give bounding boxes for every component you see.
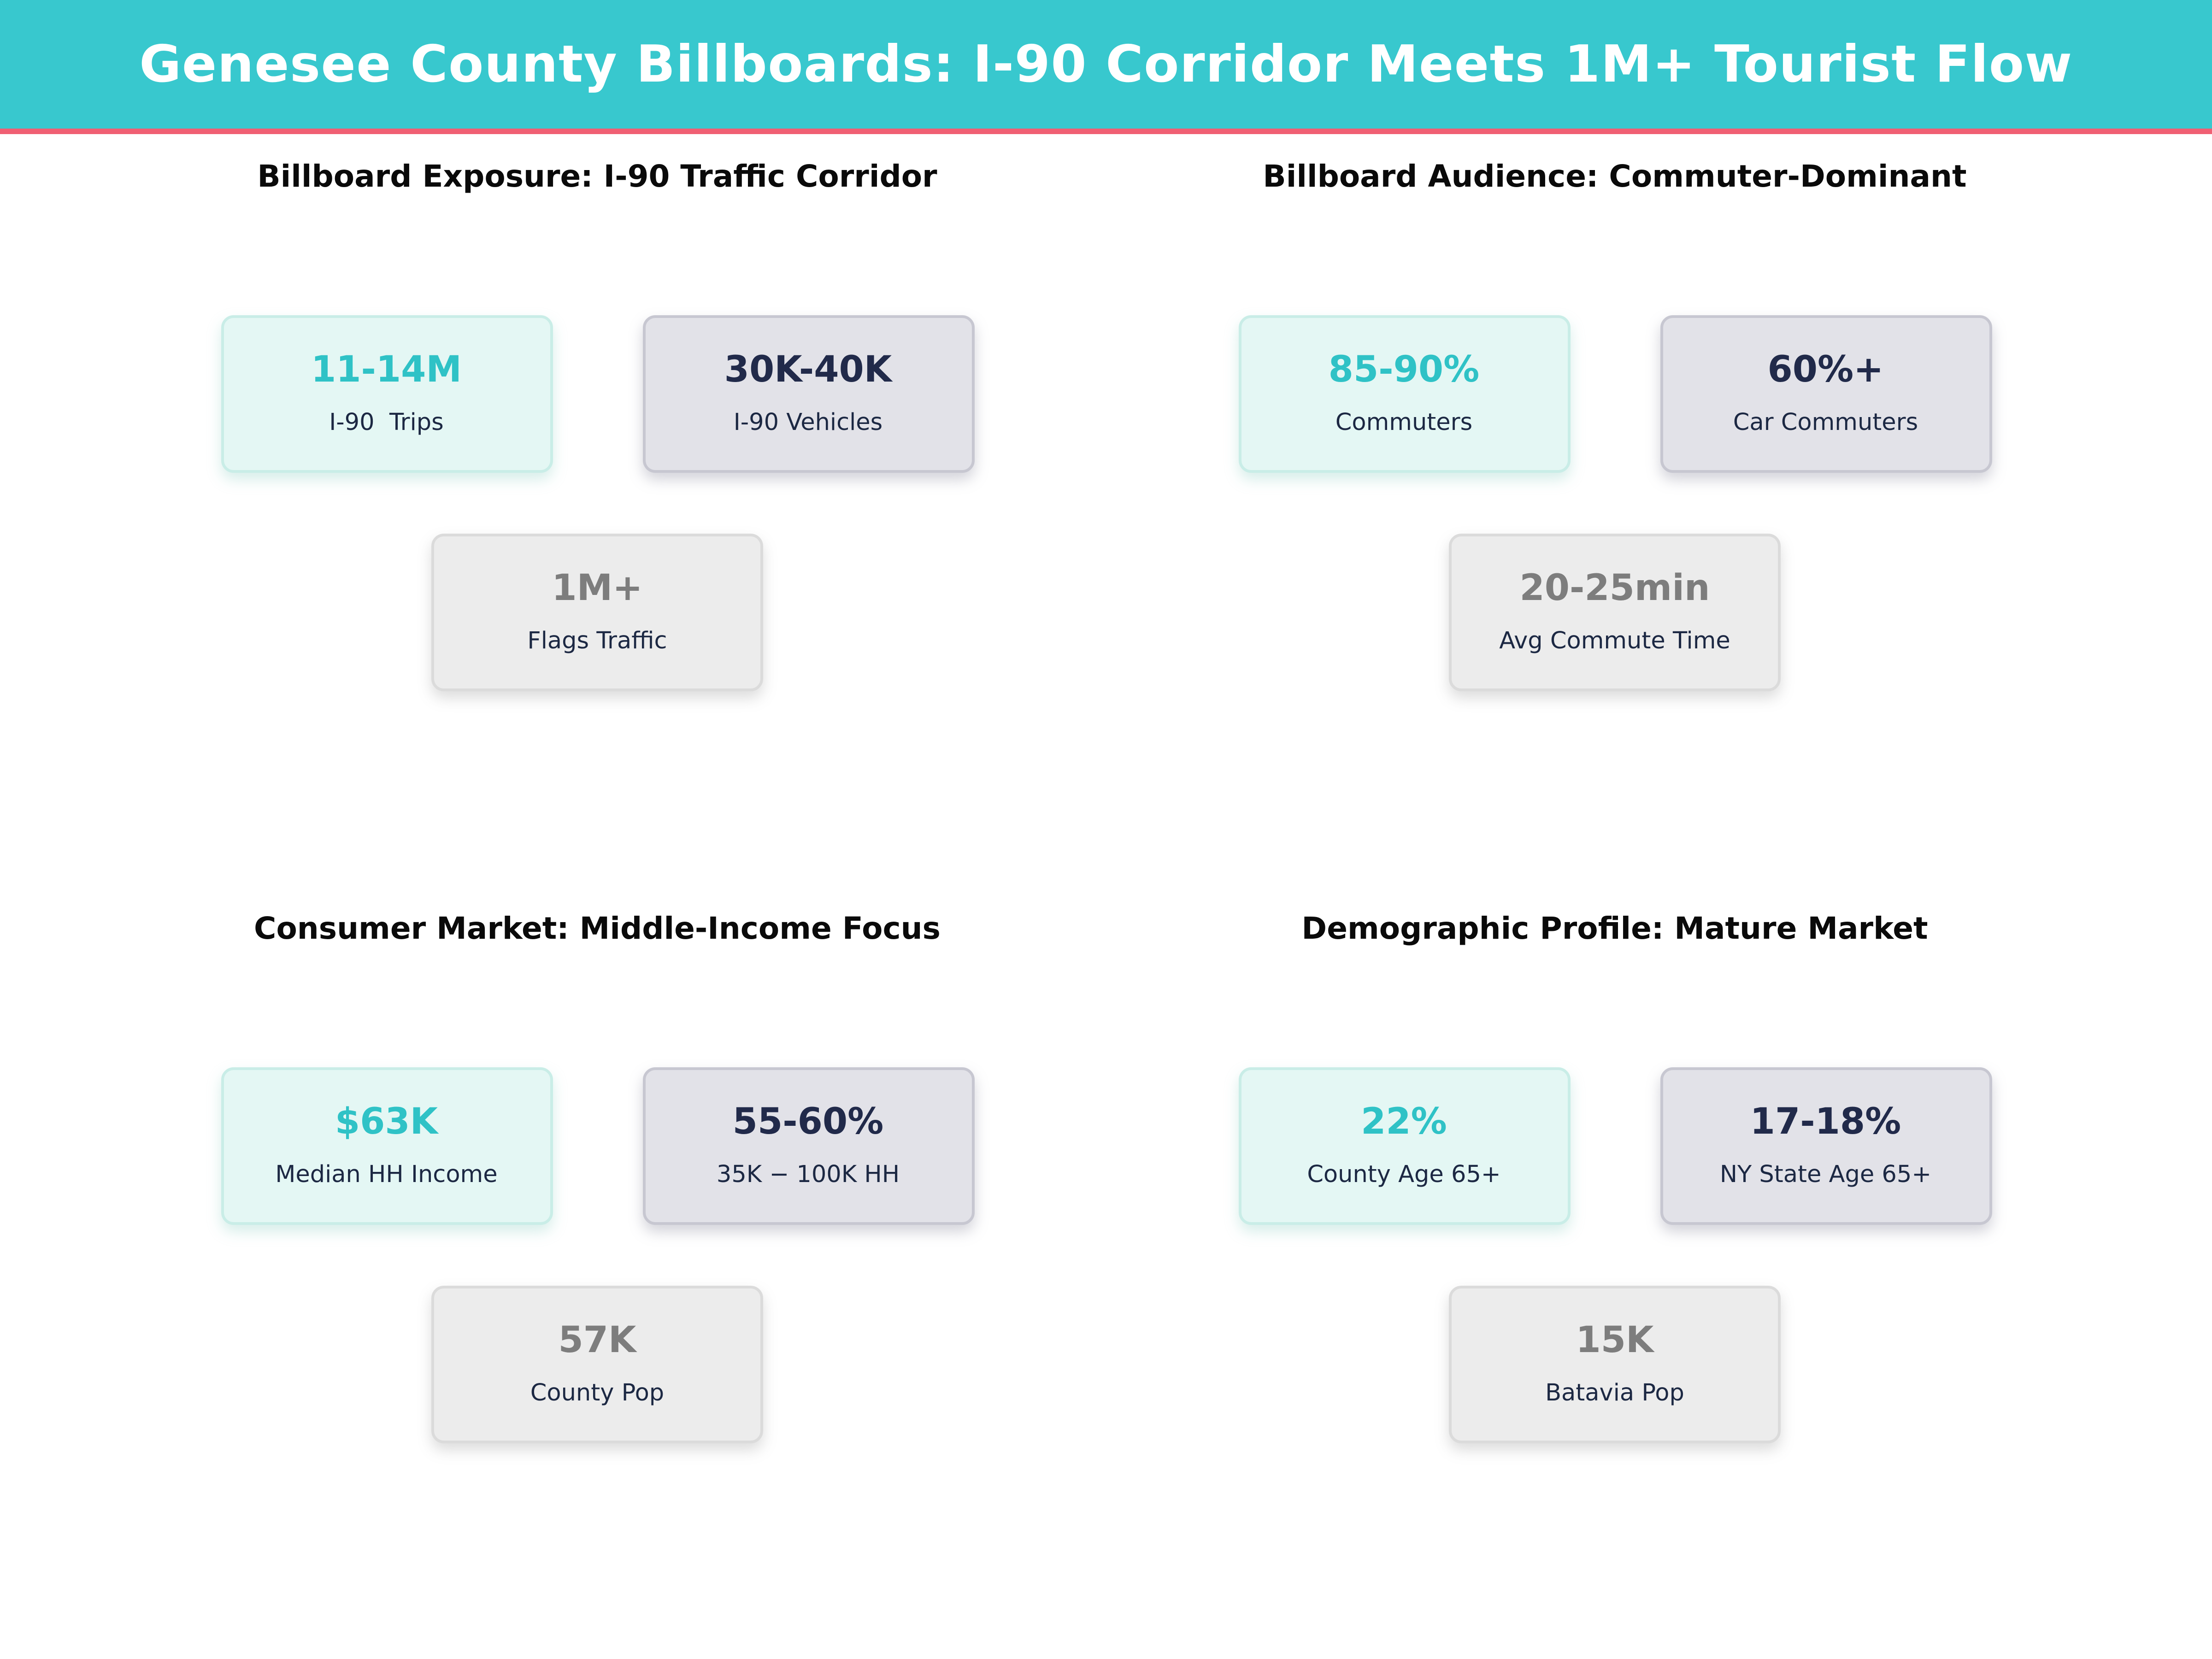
stat-value: 22% bbox=[1361, 1102, 1447, 1143]
stat-card: 11-14M I-90 Trips bbox=[220, 315, 553, 473]
stat-label: Avg Commute Time bbox=[1499, 628, 1730, 655]
stat-label: NY State Age 65+ bbox=[1719, 1161, 1932, 1189]
stat-card: 55-60% 35K − 100K HH bbox=[642, 1067, 974, 1225]
stat-label: I-90 Vehicles bbox=[733, 409, 883, 437]
stat-label: Batavia Pop bbox=[1545, 1380, 1684, 1407]
card-row: 11-14M I-90 Trips 30K-40K I-90 Vehicles bbox=[44, 315, 1150, 473]
card-row: 22% County Age 65+ 17-18% NY State Age 6… bbox=[1062, 1067, 2168, 1225]
stat-value: $63K bbox=[335, 1102, 438, 1143]
card-row: 1M+ Flags Traffic bbox=[44, 534, 1150, 691]
section-billboard-exposure: Billboard Exposure: I-90 Traffic Corrido… bbox=[44, 135, 1150, 882]
card-row: $63K Median HH Income 55-60% 35K − 100K … bbox=[44, 1067, 1150, 1225]
stat-card: $63K Median HH Income bbox=[220, 1067, 553, 1225]
stat-card: 60%+ Car Commuters bbox=[1659, 315, 1992, 473]
stat-label: County Pop bbox=[530, 1380, 665, 1407]
stat-card: 22% County Age 65+ bbox=[1238, 1067, 1570, 1225]
section-billboard-audience: Billboard Audience: Commuter-Dominant 85… bbox=[1062, 135, 2168, 882]
section-consumer-market: Consumer Market: Middle-Income Focus $63… bbox=[44, 888, 1150, 1634]
stat-value: 30K-40K bbox=[724, 350, 892, 391]
stat-label: Flags Traffic bbox=[527, 628, 667, 655]
stat-value: 11-14M bbox=[311, 350, 462, 391]
stat-label: I-90 Trips bbox=[329, 409, 444, 437]
section-title: Consumer Market: Middle-Income Focus bbox=[254, 912, 941, 947]
stat-label: Car Commuters bbox=[1733, 409, 1918, 437]
section-title: Billboard Exposure: I-90 Traffic Corrido… bbox=[257, 160, 937, 195]
section-title: Billboard Audience: Commuter-Dominant bbox=[1263, 160, 1967, 195]
header-banner: Genesee County Billboards: I-90 Corridor… bbox=[0, 0, 2212, 134]
stat-card: 30K-40K I-90 Vehicles bbox=[642, 315, 974, 473]
stat-card: 20-25min Avg Commute Time bbox=[1449, 534, 1781, 691]
stat-card: 85-90% Commuters bbox=[1238, 315, 1570, 473]
stat-value: 60%+ bbox=[1767, 350, 1884, 391]
stat-value: 85-90% bbox=[1328, 350, 1480, 391]
stat-label: 35K − 100K HH bbox=[716, 1161, 900, 1189]
stat-card: 15K Batavia Pop bbox=[1449, 1286, 1781, 1443]
stat-card: 57K County Pop bbox=[431, 1286, 763, 1443]
card-row: 57K County Pop bbox=[44, 1286, 1150, 1443]
stat-value: 20-25min bbox=[1519, 568, 1710, 610]
stat-value: 1M+ bbox=[552, 568, 643, 610]
card-row: 85-90% Commuters 60%+ Car Commuters bbox=[1062, 315, 2168, 473]
stat-value: 17-18% bbox=[1750, 1102, 1901, 1143]
stat-label: County Age 65+ bbox=[1307, 1161, 1501, 1189]
stat-value: 55-60% bbox=[732, 1102, 884, 1143]
stat-value: 57K bbox=[558, 1320, 636, 1362]
section-demographic-profile: Demographic Profile: Mature Market 22% C… bbox=[1062, 888, 2168, 1634]
card-row: 20-25min Avg Commute Time bbox=[1062, 534, 2168, 691]
stat-value: 15K bbox=[1576, 1320, 1654, 1362]
stat-card: 1M+ Flags Traffic bbox=[431, 534, 763, 691]
stat-card: 17-18% NY State Age 65+ bbox=[1659, 1067, 1992, 1225]
card-row: 15K Batavia Pop bbox=[1062, 1286, 2168, 1443]
page-title: Genesee County Billboards: I-90 Corridor… bbox=[139, 35, 2073, 94]
stat-label: Commuters bbox=[1335, 409, 1473, 437]
section-title: Demographic Profile: Mature Market bbox=[1301, 912, 1928, 947]
stat-label: Median HH Income bbox=[275, 1161, 498, 1189]
